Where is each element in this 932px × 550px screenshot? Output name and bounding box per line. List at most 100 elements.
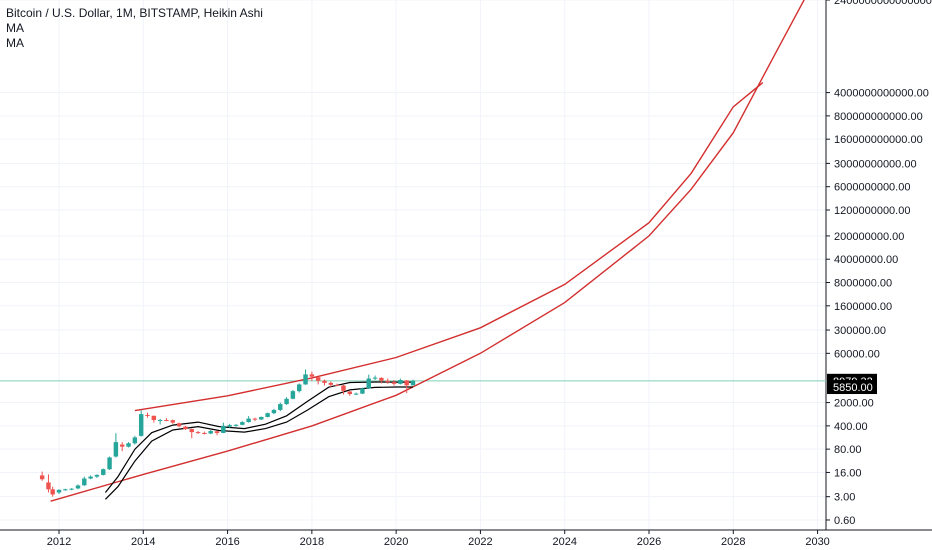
candle-body bbox=[398, 380, 403, 384]
candle bbox=[69, 488, 74, 491]
candle bbox=[227, 423, 232, 428]
candle-body bbox=[189, 429, 194, 433]
candle bbox=[334, 383, 340, 387]
ma-price-tag-label: 5850.00 bbox=[833, 382, 873, 394]
candle-body bbox=[214, 431, 220, 433]
candle bbox=[278, 402, 283, 412]
x-tick-label: 2022 bbox=[468, 536, 492, 548]
candle-body bbox=[347, 391, 352, 395]
candle bbox=[284, 397, 289, 405]
candle bbox=[113, 433, 119, 458]
candle-body bbox=[46, 482, 51, 490]
x-tick-label: 2018 bbox=[300, 536, 324, 548]
candle-body bbox=[151, 415, 157, 420]
x-tick-label: 2028 bbox=[721, 536, 745, 548]
candle bbox=[379, 377, 384, 384]
y-tick-label: 6000000000.00 bbox=[834, 182, 910, 194]
candle-body bbox=[145, 414, 150, 416]
candle bbox=[88, 475, 93, 480]
candle-body bbox=[164, 419, 169, 421]
candle-body bbox=[101, 469, 106, 475]
legend-title: Bitcoin / U.S. Dollar, 1M, BITSTAMP, Hei… bbox=[6, 6, 263, 20]
candle-body bbox=[69, 488, 74, 490]
candle-body bbox=[233, 424, 239, 426]
candle-body bbox=[353, 393, 359, 395]
candle bbox=[303, 369, 308, 385]
candle-body bbox=[94, 474, 100, 477]
candle-body bbox=[410, 380, 416, 386]
candle bbox=[75, 484, 81, 490]
candle-body bbox=[284, 398, 289, 405]
candle-body bbox=[227, 425, 232, 427]
candle bbox=[214, 430, 220, 436]
candle-body bbox=[88, 476, 93, 479]
candle bbox=[101, 468, 106, 476]
candle-body bbox=[278, 404, 283, 410]
candle-body bbox=[176, 423, 182, 427]
candle-body bbox=[341, 385, 346, 391]
candle bbox=[138, 410, 144, 437]
candle bbox=[353, 392, 359, 395]
ma-upper-line bbox=[104, 381, 413, 493]
candle-body bbox=[379, 377, 384, 381]
x-tick-label: 2026 bbox=[637, 536, 661, 548]
x-tick-label: 2030 bbox=[805, 536, 829, 548]
candle bbox=[322, 379, 327, 386]
y-tick-label: 8000000.00 bbox=[834, 278, 892, 290]
candle bbox=[176, 422, 182, 428]
candle bbox=[221, 422, 226, 434]
candle-body bbox=[82, 478, 87, 486]
candle-body bbox=[265, 413, 270, 417]
x-tick-label: 2016 bbox=[215, 536, 239, 548]
candle bbox=[82, 476, 87, 486]
candle-body bbox=[56, 489, 62, 493]
candle-body bbox=[372, 377, 378, 379]
candle bbox=[126, 442, 131, 448]
x-tick-label: 2012 bbox=[47, 536, 71, 548]
candle bbox=[271, 408, 277, 415]
candle bbox=[94, 474, 100, 478]
candle bbox=[107, 456, 112, 470]
candle-body bbox=[183, 426, 188, 430]
y-tick-label: 800000000000.00 bbox=[834, 111, 923, 123]
candle-body bbox=[385, 380, 390, 383]
y-tick-label: 40000000.00 bbox=[834, 254, 898, 266]
candle-body bbox=[259, 416, 264, 420]
chart-legend: Bitcoin / U.S. Dollar, 1M, BITSTAMP, Hei… bbox=[6, 6, 263, 51]
y-tick-label: 16.00 bbox=[834, 467, 862, 479]
y-tick-label: 160000000000.00 bbox=[834, 134, 923, 146]
candle bbox=[309, 371, 315, 381]
candle-body bbox=[271, 409, 277, 414]
candle bbox=[410, 379, 416, 386]
candle bbox=[347, 391, 352, 396]
candle bbox=[63, 488, 68, 491]
x-tick-label: 2020 bbox=[384, 536, 408, 548]
candle-body bbox=[170, 420, 175, 423]
y-tick-label: 60000.00 bbox=[834, 348, 880, 360]
candle bbox=[132, 435, 138, 445]
legend-ma-2: MA bbox=[6, 36, 24, 50]
candle bbox=[208, 430, 213, 435]
y-tick-label: 3.00 bbox=[834, 492, 855, 504]
candle-body bbox=[126, 443, 131, 447]
candle-body bbox=[157, 419, 163, 421]
candle bbox=[360, 387, 365, 395]
candle-body bbox=[297, 384, 302, 392]
candle bbox=[252, 417, 258, 421]
candle-body bbox=[322, 380, 327, 383]
candle bbox=[164, 418, 169, 422]
y-tick-label: 80.00 bbox=[834, 444, 862, 456]
ma-lower-line bbox=[104, 386, 413, 500]
candle-body bbox=[113, 442, 119, 457]
y-tick-label: 0.60 bbox=[834, 515, 855, 527]
candle bbox=[39, 471, 45, 481]
candle-body bbox=[290, 391, 296, 399]
candle bbox=[195, 431, 201, 434]
candle bbox=[170, 419, 175, 424]
candle-body bbox=[208, 431, 213, 434]
candle bbox=[46, 474, 51, 493]
candle bbox=[398, 378, 403, 385]
x-tick-label: 2024 bbox=[552, 536, 576, 548]
y-tick-label: 30000000000.00 bbox=[834, 158, 917, 170]
